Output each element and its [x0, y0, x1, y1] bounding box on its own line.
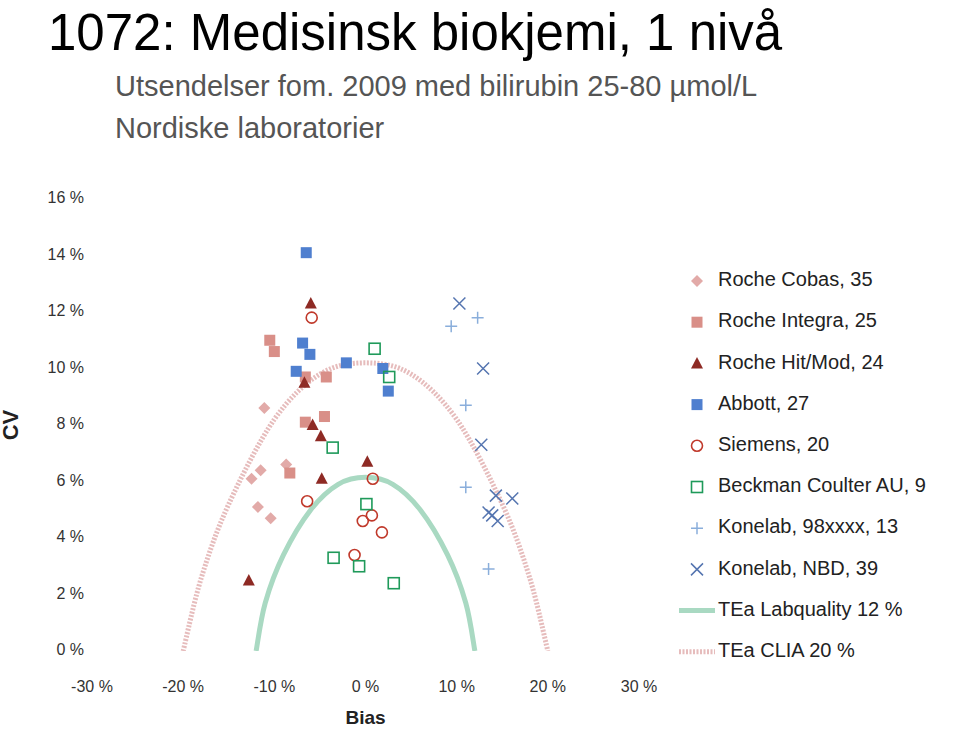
point: [327, 442, 338, 453]
x-axis-label: Bias: [345, 707, 385, 728]
y-tick-label: 10 %: [48, 359, 84, 376]
point: [291, 366, 302, 377]
point: [304, 349, 315, 360]
y-tick-label: 4 %: [56, 528, 84, 545]
legend-label: Konelab, NBD, 39: [718, 557, 878, 579]
point: [265, 512, 277, 524]
legend-marker: [691, 522, 703, 534]
legend-marker: [691, 275, 703, 287]
point: [264, 335, 275, 346]
subtitle: Utsendelser fom. 2009 med bilirubin 25-8…: [115, 70, 757, 102]
point: [460, 399, 472, 411]
legend-line: [679, 649, 715, 654]
point: [475, 439, 487, 451]
x-tick-label: -30 %: [71, 678, 113, 695]
legend-marker: [692, 317, 703, 328]
subtitle: Nordiske laboratorier: [115, 112, 385, 144]
x-tick-label: 30 %: [621, 678, 657, 695]
point: [361, 499, 372, 510]
point: [383, 386, 394, 397]
point: [315, 430, 327, 442]
x-tick-label: -10 %: [253, 678, 295, 695]
point: [357, 516, 368, 527]
point: [388, 578, 399, 589]
legend-marker: [691, 357, 703, 369]
y-tick-label: 0 %: [56, 641, 84, 658]
legend-marker: [692, 482, 703, 493]
point: [460, 481, 472, 493]
point: [361, 455, 373, 467]
legend-line: [679, 608, 715, 613]
point: [341, 357, 352, 368]
point: [328, 552, 339, 563]
point: [269, 346, 280, 357]
point: [302, 496, 313, 507]
legend-label: Beckman Coulter AU, 9: [718, 474, 926, 496]
y-tick-label: 14 %: [48, 246, 84, 263]
point: [367, 473, 378, 484]
point: [258, 402, 270, 414]
point: [377, 363, 388, 374]
point: [483, 563, 495, 575]
legend-label: Siemens, 20: [718, 433, 829, 455]
legend-label: Roche Integra, 25: [718, 309, 877, 331]
point: [477, 363, 489, 375]
legend-label: TEa CLIA 20 %: [718, 639, 855, 661]
y-tick-label: 16 %: [48, 189, 84, 206]
plot-area: [183, 247, 548, 651]
point: [305, 297, 317, 309]
legend-label: Konelab, 98xxxx, 13: [718, 515, 898, 537]
title: 1072: Medisinsk biokjemi, 1 nivå: [48, 4, 783, 61]
y-tick-label: 6 %: [56, 472, 84, 489]
y-tick-label: 8 %: [56, 415, 84, 432]
chart: 1072: Medisinsk biokjemi, 1 nivå Utsendel…: [0, 0, 960, 729]
point: [453, 298, 465, 310]
legend-marker: [692, 440, 703, 451]
point: [307, 419, 319, 431]
legend-label: Roche Cobas, 35: [718, 268, 873, 290]
legend-marker: [692, 399, 703, 410]
point: [492, 515, 504, 527]
point: [316, 472, 328, 484]
x-tick-label: 20 %: [530, 678, 566, 695]
point: [284, 468, 295, 479]
y-axis-label: CV: [0, 409, 23, 440]
point: [472, 312, 484, 324]
legend-label: TEa Labquality 12 %: [718, 598, 903, 620]
point: [349, 549, 360, 560]
legend: Roche Cobas, 35 Roche Integra, 25 Roche Hi…: [679, 268, 926, 661]
point: [297, 338, 308, 349]
y-tick-label: 2 %: [56, 585, 84, 602]
x-tick-label: -20 %: [162, 678, 204, 695]
point: [246, 473, 258, 485]
y-tick-label: 12 %: [48, 302, 84, 319]
x-tick-label: 10 %: [438, 678, 474, 695]
legend-label: Roche Hit/Mod, 24: [718, 351, 884, 373]
point: [384, 371, 395, 382]
point: [506, 492, 518, 504]
point: [252, 501, 264, 513]
point: [376, 527, 387, 538]
point: [301, 247, 312, 258]
point: [490, 490, 502, 502]
point: [319, 411, 330, 422]
point: [306, 312, 317, 323]
x-tick-label: 0 %: [352, 678, 380, 695]
point: [445, 320, 457, 332]
legend-label: Abbott, 27: [718, 392, 809, 414]
series-line: [183, 363, 548, 651]
legend-marker: [691, 563, 703, 575]
series-line: [256, 477, 475, 651]
point: [298, 376, 310, 388]
point: [354, 561, 365, 572]
point: [369, 343, 380, 354]
point: [321, 371, 332, 382]
point: [255, 464, 267, 476]
point: [243, 574, 255, 586]
